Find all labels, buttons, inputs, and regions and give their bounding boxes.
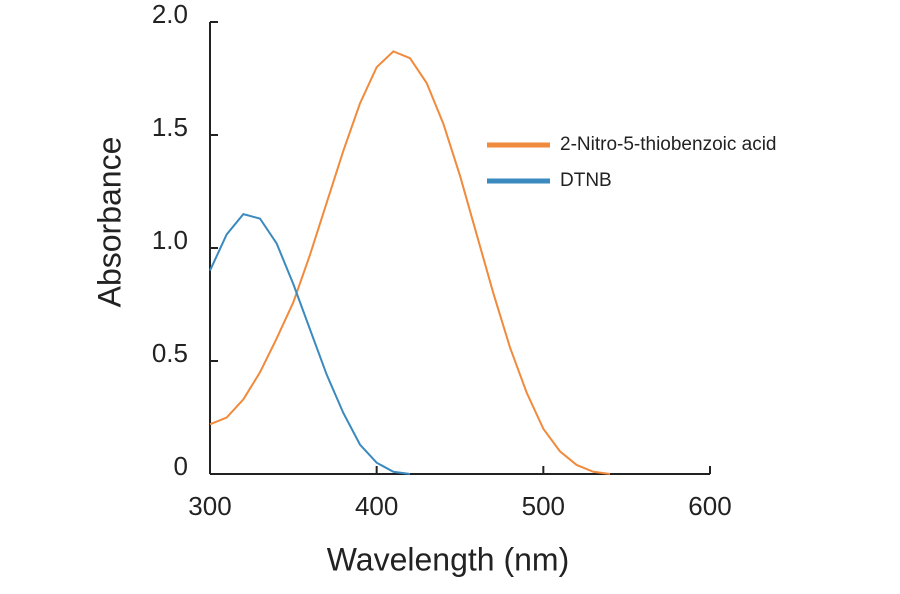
legend-label: DTNB — [560, 170, 612, 191]
y-tick-label: 0.5 — [152, 338, 188, 368]
y-axis-label: Absorbance — [91, 137, 127, 308]
line-series — [209, 212, 411, 475]
y-tick-label: 1.5 — [152, 112, 188, 142]
x-axis-label: Wavelength (nm) — [327, 541, 569, 577]
y-tick-label: 2.0 — [152, 0, 188, 29]
x-tick-label: 500 — [522, 491, 565, 521]
x-tick-label: 600 — [688, 491, 731, 521]
y-tick-label: 1.0 — [152, 225, 188, 255]
line-series — [209, 50, 611, 475]
y-tick-label: 0 — [174, 451, 188, 481]
legend-label: 2-Nitro-5-thiobenzoic acid — [560, 134, 777, 155]
x-tick-label: 400 — [355, 491, 398, 521]
x-tick-label: 300 — [188, 491, 231, 521]
